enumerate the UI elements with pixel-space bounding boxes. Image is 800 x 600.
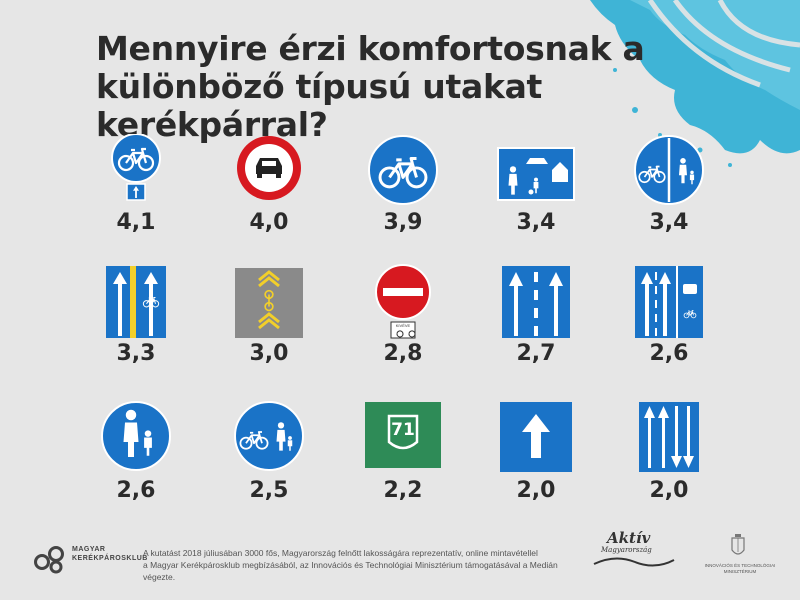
footnote-line-1: A kutatást 2018 júliusában 3000 fős, Mag… [143,548,538,558]
sign-cycle-path-with-arrow-plate [86,134,186,214]
sign-no-motor-vehicles [219,134,319,214]
sign-lane-arrows-4-opposite [619,400,719,480]
score-sign-2: 4,0 [249,210,289,235]
score-sign-6: 3,3 [116,341,156,366]
score-sign-1: 4,1 [116,210,156,235]
survey-footnote: A kutatást 2018 júliusában 3000 fős, Mag… [143,547,583,583]
page-title: Mennyire érzi komfortosnak a különböző t… [96,30,716,144]
sign-bus-bike-lane [619,264,719,344]
aktiv-logo-word: Aktív [607,529,651,547]
mkk-line-2: KERÉKPÁROSKLUB [72,555,148,562]
road-number-text: 71 [391,420,415,440]
sign-residential-zone [486,134,586,214]
sign-cycle-path [353,134,453,214]
sign-cycle-lane [86,264,186,344]
title-line-1: Mennyire érzi komfortosnak a [96,29,645,68]
score-sign-11: 2,6 [116,478,156,503]
score-sign-15: 2,0 [649,478,689,503]
mkk-logo-text: MAGYAR KERÉKPÁROSKLUB [72,545,148,563]
aktiv-magyarorszag-logo [593,557,675,567]
score-sign-9: 2,7 [516,341,556,366]
sign-pedestrian-path [86,400,186,480]
score-sign-8: 2,8 [383,341,423,366]
score-sign-10: 2,6 [649,341,689,366]
sign-one-way [486,400,586,480]
mkk-line-1: MAGYAR [72,546,106,553]
score-sign-5: 3,4 [649,210,689,235]
sign-sharrow [219,264,319,344]
sign-shared-cycle-pedestrian [219,400,319,480]
score-sign-3: 3,9 [383,210,423,235]
ministry-coat-of-arms-icon [731,534,745,555]
plate-text: KIVÉVE [395,323,411,328]
sign-road-number: 71 [353,400,453,480]
score-sign-7: 3,0 [249,341,289,366]
score-sign-14: 2,0 [516,478,556,503]
aktiv-logo-subword: Magyarország [601,546,652,554]
ministry-logo-text: INNOVÁCIÓS ÉS TECHNOLÓGIAI MINISZTÉRIUM [704,563,776,574]
sign-segregated-cycle-pedestrian [619,134,719,214]
magyar-kerekparosklub-logo [34,546,64,574]
score-sign-13: 2,2 [383,478,423,503]
sign-lane-arrows-3 [486,264,586,344]
footnote-line-2: a Magyar Kerékpárosklub megbízásából, az… [143,560,558,582]
tire-splash-decoration [590,0,800,167]
sign-no-entry-except-bicycles: KIVÉVE [353,264,453,344]
score-sign-4: 3,4 [516,210,556,235]
title-line-2: különböző típusú utakat kerékpárral? [96,67,543,144]
score-sign-12: 2,5 [249,478,289,503]
